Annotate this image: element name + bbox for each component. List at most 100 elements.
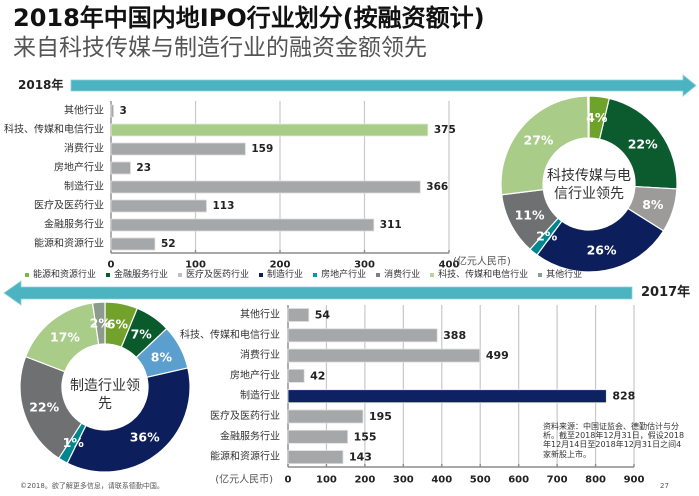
category-label: 金融服务行业 [220, 429, 280, 442]
percent-label: 1% [63, 435, 85, 450]
value-label: 113 [212, 200, 234, 212]
year-label-2017: 2017年 [641, 285, 691, 300]
bar-highlighted [110, 123, 429, 137]
legend-item: 金融服务行业 [106, 269, 168, 281]
x-tick-label: 300 [354, 260, 375, 271]
value-label: 23 [136, 162, 151, 174]
value-label: 195 [369, 410, 392, 423]
x-tick-label: 300 [393, 475, 414, 486]
value-label: 54 [315, 309, 331, 322]
legend-label: 制造行业 [267, 270, 304, 280]
bar [110, 142, 246, 156]
x-tick-label: 900 [624, 475, 645, 486]
percent-label: 27% [524, 132, 554, 147]
donut-center-label: 制造行业领 [70, 378, 140, 394]
timeline-arrow-2017 [3, 280, 633, 306]
x-tick-label: 400 [431, 475, 452, 486]
donut-slice [587, 95, 590, 139]
legend-label: 金融服务行业 [114, 270, 169, 280]
bar-chart-2017: 0 100 200 300 400 500 600 700 800 900 其他行业 54 科技、传媒和… [180, 305, 644, 486]
bar [110, 237, 156, 251]
bar [287, 368, 305, 383]
x-tick-label: 700 [547, 475, 568, 486]
legend-label: 科技、传媒和电信行业 [438, 270, 529, 280]
x-tick-label: 0 [285, 475, 292, 486]
donut-slice [500, 95, 589, 196]
bar [110, 180, 421, 194]
value-label: 388 [443, 329, 466, 342]
legend-marker-icon [106, 273, 111, 277]
value-label: 499 [486, 349, 509, 362]
legend-marker-icon [430, 273, 435, 277]
percent-label: 17% [50, 330, 80, 345]
legend-marker-icon [376, 273, 381, 277]
category-label: 能源和资源行业 [34, 237, 104, 250]
category-label: 房地产行业 [54, 161, 104, 174]
legend-label: 其他行业 [546, 270, 583, 280]
donut-center-label: 信行业领先 [554, 186, 624, 202]
legend-label: 消费行业 [384, 270, 421, 280]
percent-label: 36% [130, 430, 160, 445]
percent-label: 22% [29, 399, 59, 414]
year-label-2018: 2018年 [18, 78, 64, 92]
category-label: 科技、传媒和电信行业 [4, 123, 104, 136]
value-label: 155 [354, 430, 377, 443]
percent-label: 11% [515, 207, 545, 222]
value-label: 3 [120, 105, 127, 117]
category-label: 医疗及医药行业 [210, 409, 280, 422]
category-label: 医疗及医药行业 [34, 199, 104, 212]
x-tick-label: 400 [439, 260, 460, 271]
category-label: 其他行业 [64, 104, 104, 117]
value-label: 52 [161, 238, 176, 250]
category-label: 消费行业 [240, 348, 280, 361]
bar [287, 308, 310, 322]
value-label: 311 [380, 219, 402, 231]
bar [287, 328, 438, 343]
donut-slice [536, 207, 665, 273]
legend-item: 科技、传媒和电信行业 [430, 269, 528, 281]
bar [110, 199, 207, 213]
bar [287, 429, 348, 444]
page-title: 2018年中国内地IPO行业划分(按融资额计) [13, 4, 485, 32]
donut-center-label: 科技传媒与电 [547, 168, 631, 184]
footer-copyright: ©2018。欲了解更多信息，请联系德勤中国。 [20, 482, 164, 490]
percent-label: 6% [107, 317, 129, 332]
category-label: 制造行业 [240, 389, 280, 402]
donut-slice [66, 367, 191, 473]
legend-item: 制造行业 [259, 269, 303, 281]
legend-label: 医疗及医药行业 [186, 270, 250, 280]
bar [287, 450, 344, 465]
x-tick-label: 0 [108, 260, 115, 271]
category-label: 房地产行业 [230, 368, 280, 381]
bar [110, 104, 114, 118]
value-label: 143 [349, 451, 372, 464]
arrow-right-icon [70, 74, 697, 97]
value-label: 366 [426, 181, 448, 193]
bar [287, 348, 481, 363]
unit-label: (亿元人民币) [453, 255, 511, 268]
category-label: 其他行业 [240, 308, 280, 321]
x-tick-label: 500 [470, 475, 491, 486]
category-label: 金融服务行业 [44, 218, 104, 231]
category-label: 制造行业 [64, 180, 104, 193]
percent-label: 26% [587, 242, 617, 257]
legend-marker-icon [313, 273, 318, 277]
value-label: 828 [612, 390, 635, 403]
percent-label: 4% [586, 110, 608, 125]
legend-item: 房地产行业 [313, 269, 366, 281]
legend-item: 消费行业 [376, 269, 420, 281]
bar [110, 218, 375, 232]
category-label: 科技、传媒和电信行业 [180, 328, 280, 341]
x-tick-label: 100 [185, 260, 206, 271]
bar-highlighted [287, 389, 607, 404]
bar [287, 409, 364, 424]
x-tick-label: 100 [316, 475, 337, 486]
value-label: 42 [310, 369, 325, 382]
legend-item: 医疗及医药行业 [178, 269, 249, 281]
x-tick-label: 200 [354, 475, 375, 486]
source-note: 资料来源：中国证监会、德勤估计与分析。截至2018年12月31日，假设2018年… [543, 422, 685, 459]
page-number: 27 [660, 482, 669, 490]
